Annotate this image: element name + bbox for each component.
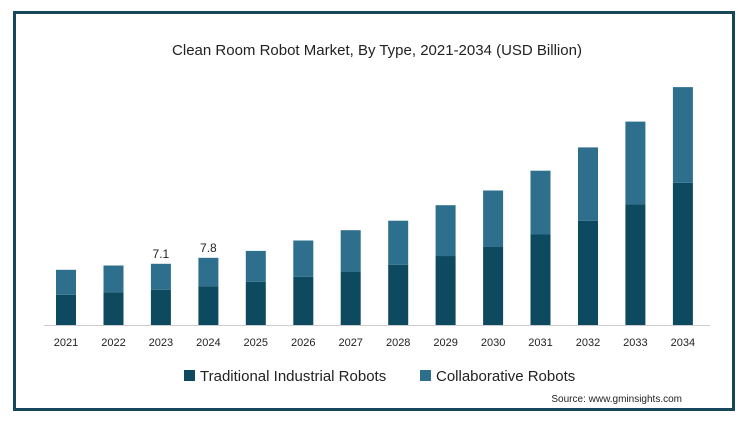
bar-collaborative-robots-2033 [625, 121, 646, 205]
bar-collaborative-robots-2026 [293, 240, 314, 277]
x-tick-label-2025: 2025 [244, 337, 268, 349]
x-tick-label-2021: 2021 [54, 337, 78, 349]
bar-traditional-industrial-robots-2022 [103, 292, 124, 325]
chart-title: Clean Room Robot Market, By Type, 2021-2… [172, 42, 582, 59]
bar-collaborative-robots-2023 [150, 263, 171, 290]
bar-collaborative-robots-2025 [245, 250, 266, 282]
x-tick-label-2031: 2031 [528, 337, 552, 349]
legend-label-collaborative-robots: Collaborative Robots [436, 368, 575, 385]
data-label-2024: 7.8 [200, 241, 217, 255]
bar-collaborative-robots-2029 [435, 205, 456, 257]
bar-traditional-industrial-robots-2030 [483, 246, 504, 325]
bar-traditional-industrial-robots-2024 [198, 286, 219, 325]
x-tick-label-2027: 2027 [338, 337, 362, 349]
bar-traditional-industrial-robots-2025 [245, 281, 266, 325]
bar-traditional-industrial-robots-2031 [530, 234, 551, 325]
bar-traditional-industrial-robots-2029 [435, 256, 456, 325]
source-note: Source: www.gminsights.com [551, 394, 682, 405]
legend-swatch-collaborative-robots [420, 370, 431, 381]
legend-label-traditional-industrial-robots: Traditional Industrial Robots [200, 368, 386, 385]
bar-traditional-industrial-robots-2034 [672, 182, 693, 325]
x-tick-label-2024: 2024 [196, 337, 220, 349]
legend: Traditional Industrial Robots Collaborat… [184, 368, 575, 385]
bar-traditional-industrial-robots-2023 [150, 289, 171, 325]
x-tick-label-2032: 2032 [576, 337, 600, 349]
bar-collaborative-robots-2031 [530, 170, 551, 235]
bar-collaborative-robots-2024 [198, 257, 219, 287]
bar-traditional-industrial-robots-2026 [293, 276, 314, 325]
x-tick-label-2026: 2026 [291, 337, 315, 349]
x-tick-label-2029: 2029 [433, 337, 457, 349]
bar-traditional-industrial-robots-2032 [578, 220, 598, 325]
data-labels: 7.1 7.8 [153, 241, 218, 261]
bar-collaborative-robots-2027 [340, 230, 361, 272]
x-tick-label-2023: 2023 [149, 337, 173, 349]
bar-collaborative-robots-2034 [672, 87, 693, 183]
x-tick-label-2034: 2034 [671, 337, 695, 349]
bar-traditional-industrial-robots-2033 [625, 204, 646, 325]
x-tick-label-2022: 2022 [101, 337, 125, 349]
legend-swatch-traditional-industrial-robots [184, 370, 195, 381]
bar-traditional-industrial-robots-2021 [56, 294, 76, 325]
bar-collaborative-robots-2028 [388, 220, 409, 265]
bar-traditional-industrial-robots-2027 [340, 271, 361, 325]
bar-collaborative-robots-2032 [578, 147, 598, 221]
x-tick-label-2030: 2030 [481, 337, 505, 349]
bar-traditional-industrial-robots-2028 [388, 264, 409, 325]
data-label-2023: 7.1 [153, 247, 170, 261]
x-tick-label-2028: 2028 [386, 337, 410, 349]
bars-group [56, 87, 693, 325]
bar-collaborative-robots-2022 [103, 265, 124, 293]
x-tick-label-2033: 2033 [623, 337, 647, 349]
x-tick-labels: 2021 2022 2023 2024 2025 2026 2027 2028 2029 2030… [54, 337, 695, 349]
bar-collaborative-robots-2021 [56, 269, 76, 295]
chart-frame [13, 11, 735, 411]
bar-collaborative-robots-2030 [483, 190, 504, 247]
